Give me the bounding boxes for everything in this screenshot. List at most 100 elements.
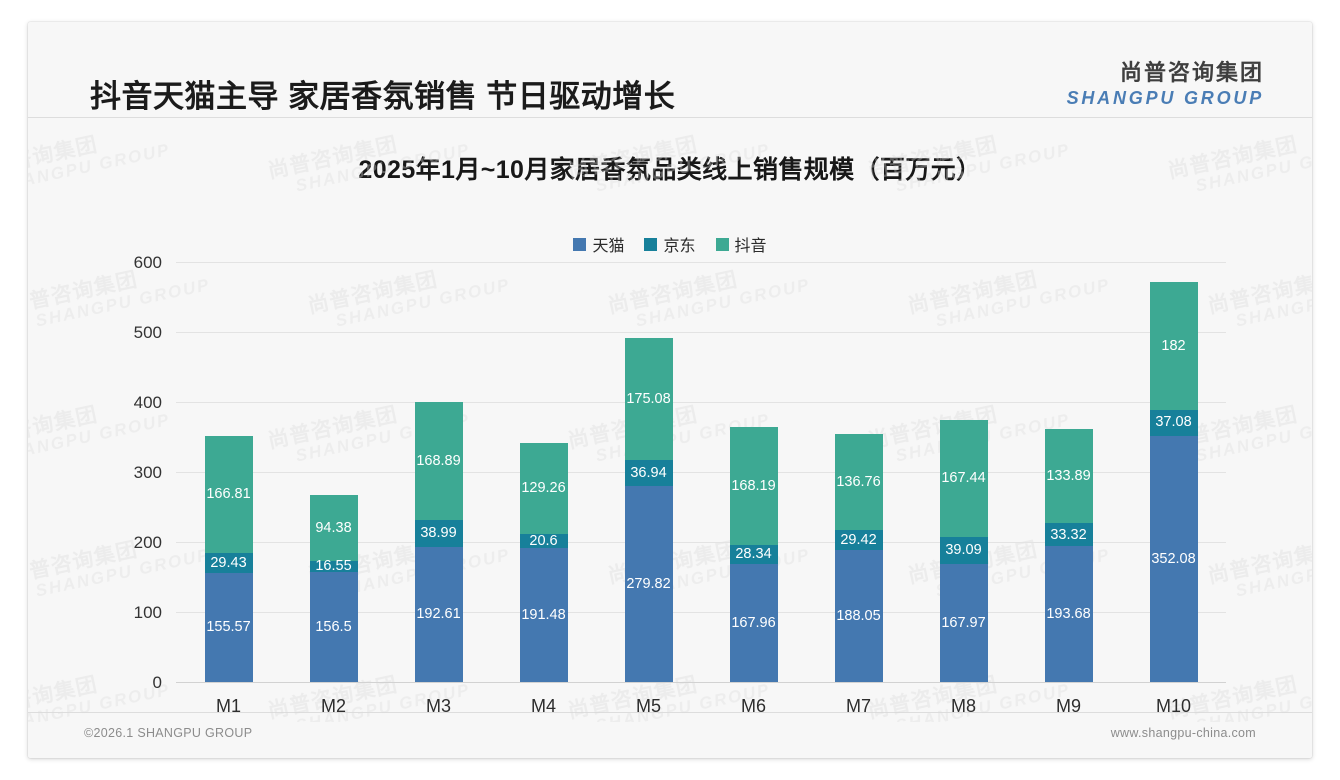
bar-segment-京东-M9[interactable]: 33.32 (1044, 523, 1093, 547)
bar-value-label: 136.76 (836, 473, 881, 490)
slide-footer: ©2026.1 SHANGPU GROUP www.shangpu-china.… (28, 712, 1312, 758)
x-axis-label-M3: M3 (425, 696, 452, 716)
bar-segment-天猫-M2[interactable]: 156.5 (309, 572, 358, 682)
gridline-0 (176, 682, 1226, 683)
plot-area: 0 100 200 300 400 500 600 166.81 29.43 155.57 M1 9… (134, 253, 1226, 716)
bar-segment-京东-M8[interactable]: 39.09 (939, 537, 988, 565)
bar-segment-抖音-M8[interactable]: 167.44 (939, 419, 988, 538)
bar-value-label: 167.97 (941, 614, 986, 631)
bar-value-label: 36.94 (630, 464, 667, 481)
y-axis-tick-label: 0 (152, 673, 162, 692)
bar-segment-抖音-M6[interactable]: 168.19 (729, 426, 778, 545)
bar-group-M3[interactable]: 168.89 38.99 192.61 M3 (414, 401, 463, 716)
x-axis-label-M9: M9 (1055, 696, 1082, 716)
bar-segment-抖音-M9[interactable]: 133.89 (1044, 429, 1093, 524)
bar-segment-天猫-M6[interactable]: 167.96 (729, 564, 778, 682)
bar-group-M1[interactable]: 166.81 29.43 155.57 M1 (204, 435, 253, 716)
legend-label: 抖音 (734, 238, 767, 255)
bar-segment-天猫-M9[interactable]: 193.68 (1044, 546, 1093, 682)
bar-value-label: 182 (1161, 337, 1186, 354)
legend-item-抖音[interactable]: 抖音 (715, 232, 767, 256)
page-title: 抖音天猫主导 家居香氛销售 节日驱动增长 (90, 79, 676, 114)
y-axis-tick-label: 100 (133, 603, 162, 622)
bar-value-label: 37.08 (1155, 414, 1192, 431)
bar-value-label: 191.48 (521, 606, 566, 623)
bar-value-label: 193.68 (1046, 605, 1091, 622)
bar-segment-京东-M1[interactable]: 29.43 (204, 552, 253, 574)
legend-swatch-icon (715, 237, 729, 251)
bar-group-M5[interactable]: 175.08 36.94 279.82 M5 (624, 337, 673, 716)
bar-segment-京东-M6[interactable]: 28.34 (729, 544, 778, 565)
x-axis-label-M1: M1 (215, 696, 242, 716)
bar-value-label: 167.44 (941, 470, 986, 487)
bar-value-label: 156.5 (315, 618, 352, 635)
bar-value-label: 188.05 (836, 607, 881, 624)
copyright-text: ©2026.1 SHANGPU GROUP (84, 726, 253, 740)
bar-value-label: 28.34 (735, 546, 772, 563)
x-axis-label-M7: M7 (845, 696, 872, 716)
bar-segment-天猫-M3[interactable]: 192.61 (414, 547, 463, 682)
bar-segment-天猫-M7[interactable]: 188.05 (834, 550, 883, 682)
bar-value-label: 155.57 (206, 619, 251, 636)
bar-segment-天猫-M8[interactable]: 167.97 (939, 564, 988, 682)
legend-swatch-icon (644, 237, 658, 251)
bar-group-M10[interactable]: 182 37.08 352.08 M10 (1149, 282, 1198, 716)
logo-chinese-text: 尚普咨询集团 (1119, 60, 1264, 85)
bar-segment-抖音-M2[interactable]: 94.38 (309, 494, 358, 561)
bar-group-M4[interactable]: 129.26 20.6 191.48 M4 (519, 443, 568, 716)
bar-segment-京东-M4[interactable]: 20.6 (519, 532, 568, 549)
gridline-600 (176, 262, 1226, 263)
bar-group-M6[interactable]: 168.19 28.34 167.96 M6 (729, 426, 778, 716)
chart-legend: 天猫 京东 抖音 (28, 232, 1312, 256)
brand-logo: 尚普咨询集团 SHANGPU GROUP (1067, 60, 1264, 108)
y-axis-tick-label: 200 (133, 533, 162, 552)
x-axis-label-M10: M10 (1155, 696, 1192, 716)
gridline-100 (176, 612, 1226, 613)
bar-segment-抖音-M10[interactable]: 182 (1149, 282, 1198, 410)
legend-label: 京东 (663, 238, 696, 255)
bar-segment-京东-M7[interactable]: 29.42 (834, 529, 883, 551)
bar-value-label: 38.99 (420, 525, 457, 542)
y-axis-tick-label: 300 (133, 463, 162, 482)
bar-group-M7[interactable]: 136.76 29.42 188.05 M7 (834, 434, 883, 716)
bar-segment-抖音-M7[interactable]: 136.76 (834, 434, 883, 530)
bar-value-label: 29.42 (840, 531, 877, 548)
bar-segment-抖音-M3[interactable]: 168.89 (414, 401, 463, 520)
bar-value-label: 168.19 (731, 477, 776, 494)
bar-segment-京东-M2[interactable]: 16.55 (309, 558, 358, 575)
bar-segment-天猫-M1[interactable]: 155.57 (204, 573, 253, 682)
bar-group-M9[interactable]: 133.89 33.32 193.68 M9 (1044, 429, 1093, 716)
bar-segment-京东-M5[interactable]: 36.94 (624, 460, 673, 487)
x-axis-label-M4: M4 (530, 696, 557, 716)
bar-value-label: 168.89 (416, 452, 461, 469)
x-axis-label-M5: M5 (635, 696, 662, 716)
bar-value-label: 133.89 (1046, 468, 1091, 485)
y-axis-tick-label: 400 (133, 393, 162, 412)
bar-value-label: 279.82 (626, 575, 671, 592)
slide-header: 抖音天猫主导 家居香氛销售 节日驱动增长 尚普咨询集团 SHANGPU GROU… (28, 22, 1312, 118)
bar-segment-天猫-M10[interactable]: 352.08 (1149, 435, 1198, 682)
gridline-500 (176, 332, 1226, 333)
bar-segment-抖音-M5[interactable]: 175.08 (624, 337, 673, 461)
legend-item-天猫[interactable]: 天猫 (573, 232, 624, 256)
bar-group-M8[interactable]: 167.44 39.09 167.97 M8 (939, 419, 988, 716)
bar-segment-京东-M3[interactable]: 38.99 (414, 519, 463, 548)
bar-value-label: 39.09 (945, 542, 982, 559)
bar-value-label: 16.55 (315, 558, 352, 575)
legend-item-京东[interactable]: 京东 (644, 232, 696, 256)
bar-value-label: 166.81 (206, 485, 251, 502)
y-axis-tick-label: 500 (133, 323, 162, 342)
bar-value-label: 192.61 (416, 606, 461, 623)
bar-segment-天猫-M4[interactable]: 191.48 (519, 547, 568, 682)
bar-group-M2[interactable]: 94.38 16.55 156.5 M2 (309, 494, 358, 716)
gridline-200 (176, 542, 1226, 543)
bar-segment-抖音-M4[interactable]: 129.26 (519, 443, 568, 534)
bar-segment-天猫-M5[interactable]: 279.82 (624, 486, 673, 682)
bar-segment-抖音-M1[interactable]: 166.81 (204, 435, 253, 553)
gridline-400 (176, 402, 1226, 403)
website-text: www.shangpu-china.com (1110, 726, 1256, 740)
bar-segment-京东-M10[interactable]: 37.08 (1149, 409, 1198, 436)
legend-label: 天猫 (592, 238, 625, 255)
bar-value-label: 20.6 (529, 532, 558, 549)
stacked-bar-chart: 天猫 京东 抖音 0 100 200 300 400 500 600 166.81 29.43 15… (28, 202, 1312, 732)
